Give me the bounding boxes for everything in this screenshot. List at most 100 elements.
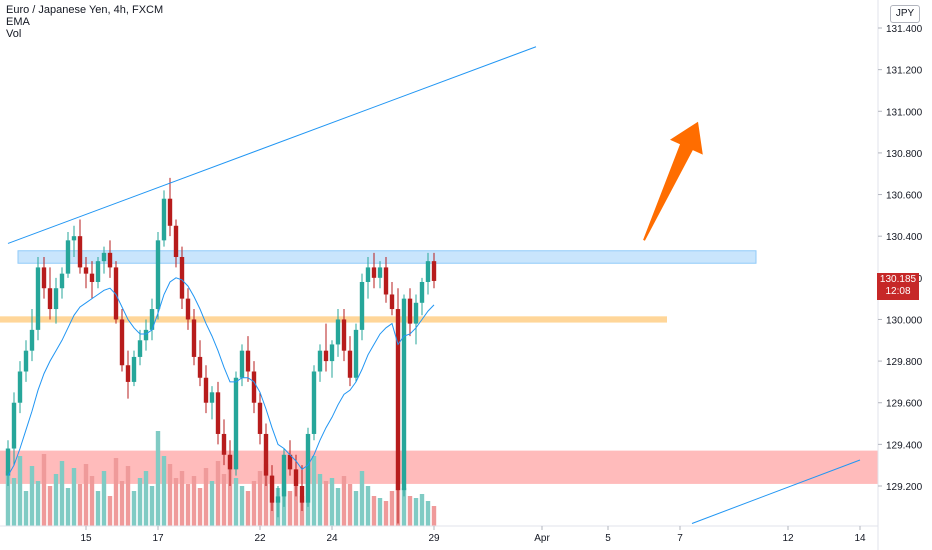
volume-bar xyxy=(17,456,23,526)
candle-body xyxy=(395,309,401,491)
volume-bar xyxy=(29,466,35,526)
candle-body xyxy=(143,329,149,341)
candle xyxy=(125,350,131,399)
volume-bar xyxy=(311,456,317,526)
candle-body xyxy=(359,281,365,330)
volume-bar xyxy=(155,431,161,526)
volume-bar xyxy=(359,471,365,526)
candle xyxy=(77,219,83,274)
volume-bar xyxy=(317,474,323,526)
candle-body xyxy=(425,261,431,282)
volume-bar xyxy=(101,471,107,526)
ema-indicator-label[interactable]: EMA xyxy=(6,16,30,28)
candle xyxy=(191,309,197,366)
price-tick-label: 131.000 xyxy=(886,107,923,118)
last-price-tag: 130.185 12:08 xyxy=(877,273,919,300)
candle xyxy=(227,440,233,486)
candle xyxy=(281,448,287,507)
candle-body xyxy=(11,402,17,449)
volume-bar xyxy=(149,486,155,526)
candle xyxy=(143,319,149,351)
volume-bar xyxy=(11,478,17,526)
demand-zone xyxy=(0,450,878,484)
candle xyxy=(89,261,95,299)
candle xyxy=(167,177,173,237)
candle-body xyxy=(377,267,383,278)
candle xyxy=(113,261,119,324)
candle-body xyxy=(59,273,65,289)
bar-countdown: 12:08 xyxy=(885,286,911,297)
volume-bar xyxy=(191,476,197,526)
trendline xyxy=(691,459,861,524)
candle xyxy=(233,371,239,476)
candle-body xyxy=(185,298,191,320)
candle-body xyxy=(281,454,287,497)
volume-bar xyxy=(173,478,179,526)
candle-body xyxy=(89,273,95,282)
candle-body xyxy=(353,329,359,378)
volume-bar xyxy=(245,491,251,526)
chart-legend: Euro / Japanese Yen, 4h, FXCM EMA Vol xyxy=(6,4,163,40)
volume-bar xyxy=(161,456,167,526)
candle xyxy=(209,386,215,420)
volume-bar xyxy=(425,501,431,526)
candle-body xyxy=(65,240,71,274)
symbol-title[interactable]: Euro / Japanese Yen, 4h, FXCM xyxy=(6,4,164,16)
candle xyxy=(47,267,53,320)
volume-bar xyxy=(143,471,149,526)
volume-bar xyxy=(113,458,119,526)
volume-bar xyxy=(251,481,257,526)
price-tick-label: 130.800 xyxy=(886,149,923,160)
candle xyxy=(413,294,419,345)
candle-body xyxy=(251,371,257,403)
candle xyxy=(269,465,275,511)
candle xyxy=(275,486,281,518)
candle xyxy=(29,309,35,362)
candle xyxy=(137,329,143,366)
last-price-value: 130.185 xyxy=(879,274,917,285)
volume-bar xyxy=(59,461,65,526)
time-tick-label: 17 xyxy=(152,533,164,544)
time-tick-label: 22 xyxy=(254,533,266,544)
volume-bar xyxy=(203,468,209,526)
volume-bar xyxy=(419,494,425,526)
candle xyxy=(71,225,77,257)
candle-body xyxy=(209,392,215,403)
candle xyxy=(185,288,191,330)
volume-bar xyxy=(239,486,245,526)
candle-body xyxy=(383,267,389,295)
candle-body xyxy=(221,433,227,455)
candle-body xyxy=(299,486,305,503)
candle xyxy=(119,309,125,372)
candle-body xyxy=(47,288,53,310)
volume-bar xyxy=(353,491,359,526)
candle-body xyxy=(227,454,233,470)
price-tick-label: 130.600 xyxy=(886,191,923,202)
candle-body xyxy=(287,454,293,470)
candle xyxy=(425,252,431,295)
candle xyxy=(407,288,413,337)
volume-bar xyxy=(77,484,83,526)
candle-body xyxy=(131,356,137,382)
price-tick-label: 129.800 xyxy=(886,357,923,368)
trendlines xyxy=(7,46,861,524)
volume-bar xyxy=(119,481,125,526)
candle xyxy=(365,257,371,299)
price-tick-label: 131.400 xyxy=(886,24,923,35)
candle xyxy=(311,365,317,441)
volume-indicator-label[interactable]: Vol xyxy=(6,28,22,40)
candle xyxy=(83,257,89,289)
currency-badge[interactable]: JPY xyxy=(890,5,920,23)
candle xyxy=(221,419,227,466)
candle-body xyxy=(245,350,251,372)
volume-bar xyxy=(5,471,11,526)
candle-body xyxy=(371,267,377,278)
candle-body xyxy=(407,298,413,324)
volume-bar xyxy=(221,474,227,526)
candle-body xyxy=(17,371,23,403)
volume-bar xyxy=(167,464,173,526)
candle-body xyxy=(137,340,143,357)
candle xyxy=(179,246,185,310)
candle-body xyxy=(95,261,101,282)
